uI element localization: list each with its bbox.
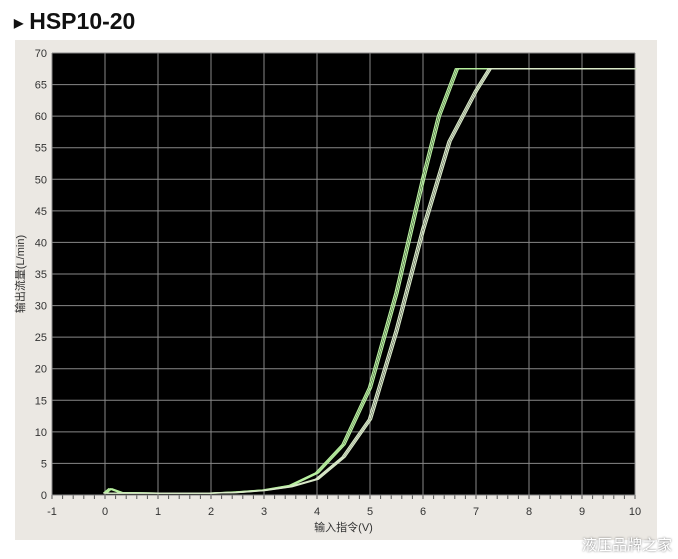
- x-tick-label: -1: [47, 506, 57, 518]
- y-tick-label: 35: [35, 269, 47, 281]
- triangle-bullet-icon: ▶: [14, 15, 24, 30]
- y-tick-label: 55: [35, 143, 47, 155]
- y-tick-label: 30: [35, 301, 47, 313]
- y-tick-label: 0: [41, 490, 47, 502]
- y-tick-label: 20: [35, 364, 47, 376]
- y-tick-label: 15: [35, 395, 47, 407]
- x-tick-label: 9: [579, 506, 585, 518]
- y-tick-label: 50: [35, 174, 47, 186]
- y-tick-label: 45: [35, 206, 47, 218]
- watermark: 液压品牌之家: [581, 537, 672, 554]
- y-axis-label: 输出流量(L/min): [13, 235, 27, 313]
- y-tick-label: 10: [35, 427, 47, 439]
- x-tick-label: 0: [102, 506, 108, 518]
- x-tick-label: 6: [420, 506, 426, 518]
- y-tick-label: 25: [35, 332, 47, 344]
- series-line-1: [103, 68, 634, 494]
- y-tick-label: 5: [41, 458, 47, 470]
- y-tick-label: 65: [35, 80, 47, 92]
- x-tick-label: 3: [261, 506, 267, 518]
- x-axis-label: 输入指令(V): [314, 520, 373, 534]
- chart-title: ▶ HSP10-20: [14, 8, 136, 34]
- x-tick-label: 4: [314, 506, 320, 518]
- x-tick-label: 7: [473, 506, 479, 518]
- y-tick-label: 70: [35, 48, 47, 60]
- y-tick-label: 60: [35, 111, 47, 123]
- x-tick-label: 10: [629, 506, 641, 518]
- x-tick-label: 1: [155, 506, 161, 518]
- x-tick-label: 8: [526, 506, 532, 518]
- x-tick-label: 5: [367, 506, 373, 518]
- y-tick-label: 40: [35, 237, 47, 249]
- x-tick-label: 2: [208, 506, 214, 518]
